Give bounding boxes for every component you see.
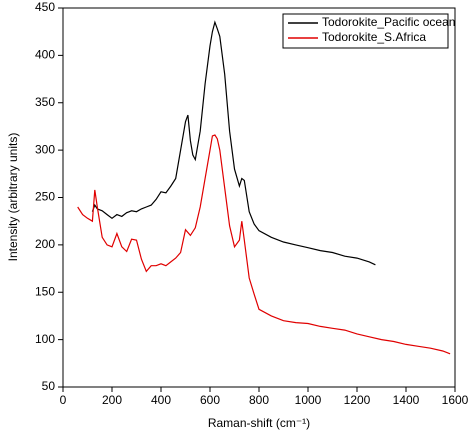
x-tick-label: 1400	[393, 393, 420, 407]
y-tick-label: 350	[35, 95, 55, 109]
legend-box	[282, 13, 449, 49]
y-tick-label: 150	[35, 284, 55, 298]
series-line	[91, 20, 376, 266]
x-tick-label: 1600	[442, 393, 469, 407]
series-line	[77, 134, 451, 355]
x-tick-label: 400	[151, 393, 171, 407]
y-tick-label: 300	[35, 142, 55, 156]
y-tick-label: 50	[42, 379, 56, 393]
y-tick-label: 400	[35, 48, 55, 62]
x-axis-label: Raman-shift (cm⁻¹)	[208, 416, 310, 430]
x-tick-label: 600	[200, 393, 220, 407]
y-tick-label: 100	[35, 332, 55, 346]
y-tick-label: 200	[35, 237, 55, 251]
y-tick-label: 450	[35, 0, 55, 14]
y-axis-label: Intensity (arbitrary units)	[6, 133, 20, 262]
x-tick-label: 1200	[344, 393, 371, 407]
legend-label: Todorokite_S.Africa	[322, 30, 426, 44]
plot-frame	[62, 7, 456, 388]
x-tick-label: 200	[102, 393, 122, 407]
legend-label: Todorokite_Pacific ocean	[322, 15, 455, 29]
y-tick-label: 250	[35, 190, 55, 204]
x-tick-label: 1000	[295, 393, 322, 407]
x-tick-label: 0	[60, 393, 67, 407]
x-tick-label: 800	[249, 393, 269, 407]
